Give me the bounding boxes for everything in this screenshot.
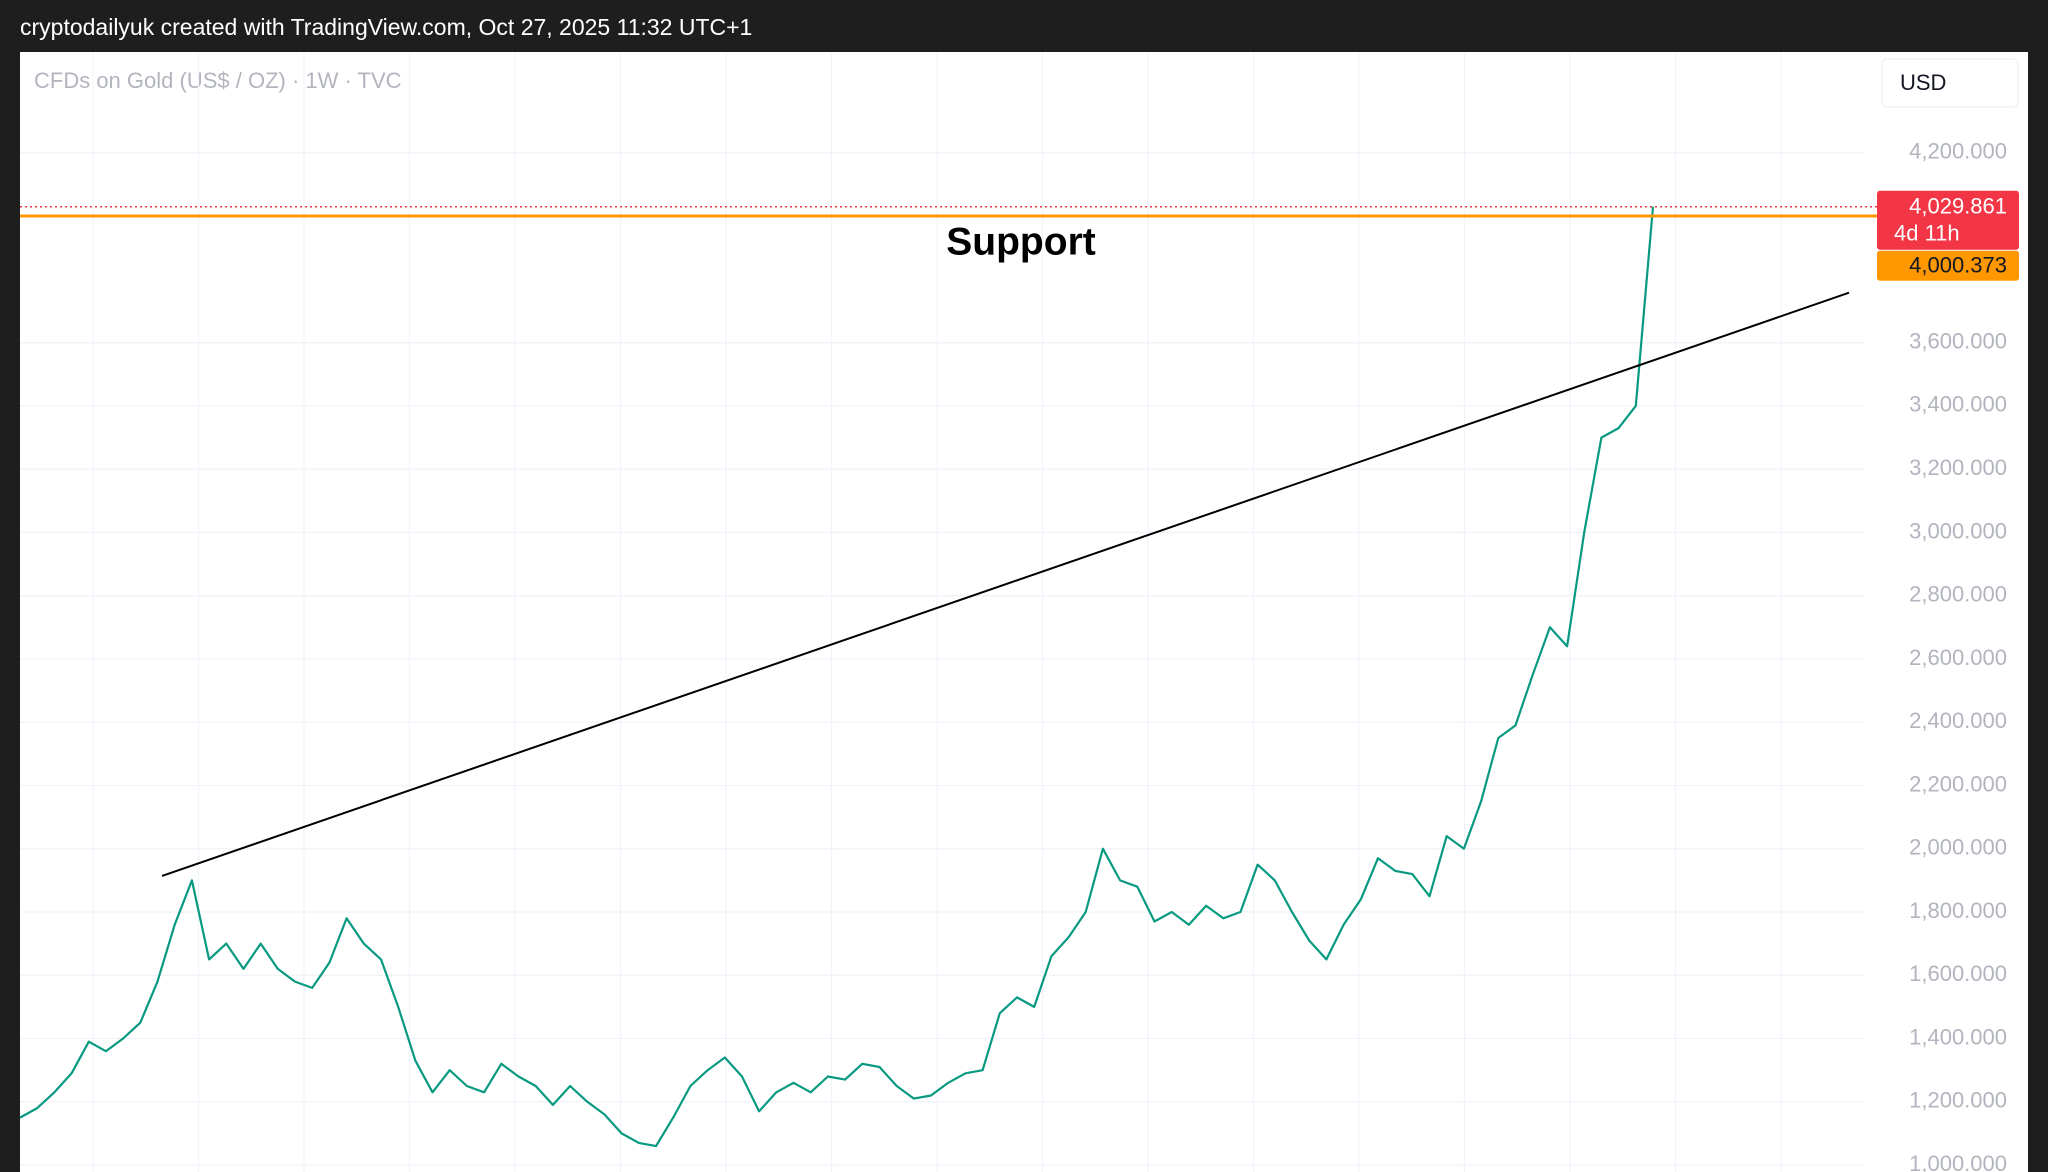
y-tick-label: 2,600.000	[1909, 645, 2007, 670]
last-price-label: 4,029.861	[1909, 194, 2007, 219]
price-line	[19, 206, 1655, 1148]
y-tick-label: 1,000.000	[1909, 1151, 2007, 1172]
y-tick-label: 3,600.000	[1909, 328, 2007, 353]
vertical-grid	[92, 52, 1782, 1172]
y-tick-label: 1,200.000	[1909, 1088, 2007, 1113]
y-tick-label: 3,400.000	[1909, 392, 2007, 417]
y-tick-label: 2,000.000	[1909, 835, 2007, 860]
currency[interactable]: USD	[1900, 70, 1946, 95]
last-price-box	[1877, 190, 2019, 250]
plot-background	[20, 52, 2028, 1172]
support-price-box	[1877, 250, 2019, 281]
support-price-label: 4,000.373	[1909, 253, 2007, 278]
currency-box[interactable]	[1881, 58, 2019, 108]
y-tick-label: 3,200.000	[1909, 455, 2007, 480]
y-tick-label: 1,800.000	[1909, 898, 2007, 923]
y-tick-label: 4,200.000	[1909, 139, 2007, 164]
chart-title: CFDs on Gold (US$ / OZ) · 1W · TVC	[34, 68, 402, 93]
header: cryptodailyuk created with TradingView.c…	[20, 14, 752, 40]
y-tick-label: 3,000.000	[1909, 518, 2007, 543]
y-tick-label: 1,400.000	[1909, 1024, 2007, 1049]
trendline	[161, 291, 1850, 877]
y-tick-label: 2,800.000	[1909, 582, 2007, 607]
y-tick-label: 2,400.000	[1909, 708, 2007, 733]
y-tick-label: 2,200.000	[1909, 771, 2007, 796]
countdown-label: 4d 11h	[1894, 221, 1960, 246]
y-tick-label: 1,600.000	[1909, 961, 2007, 986]
support-text: Support	[946, 220, 1095, 263]
